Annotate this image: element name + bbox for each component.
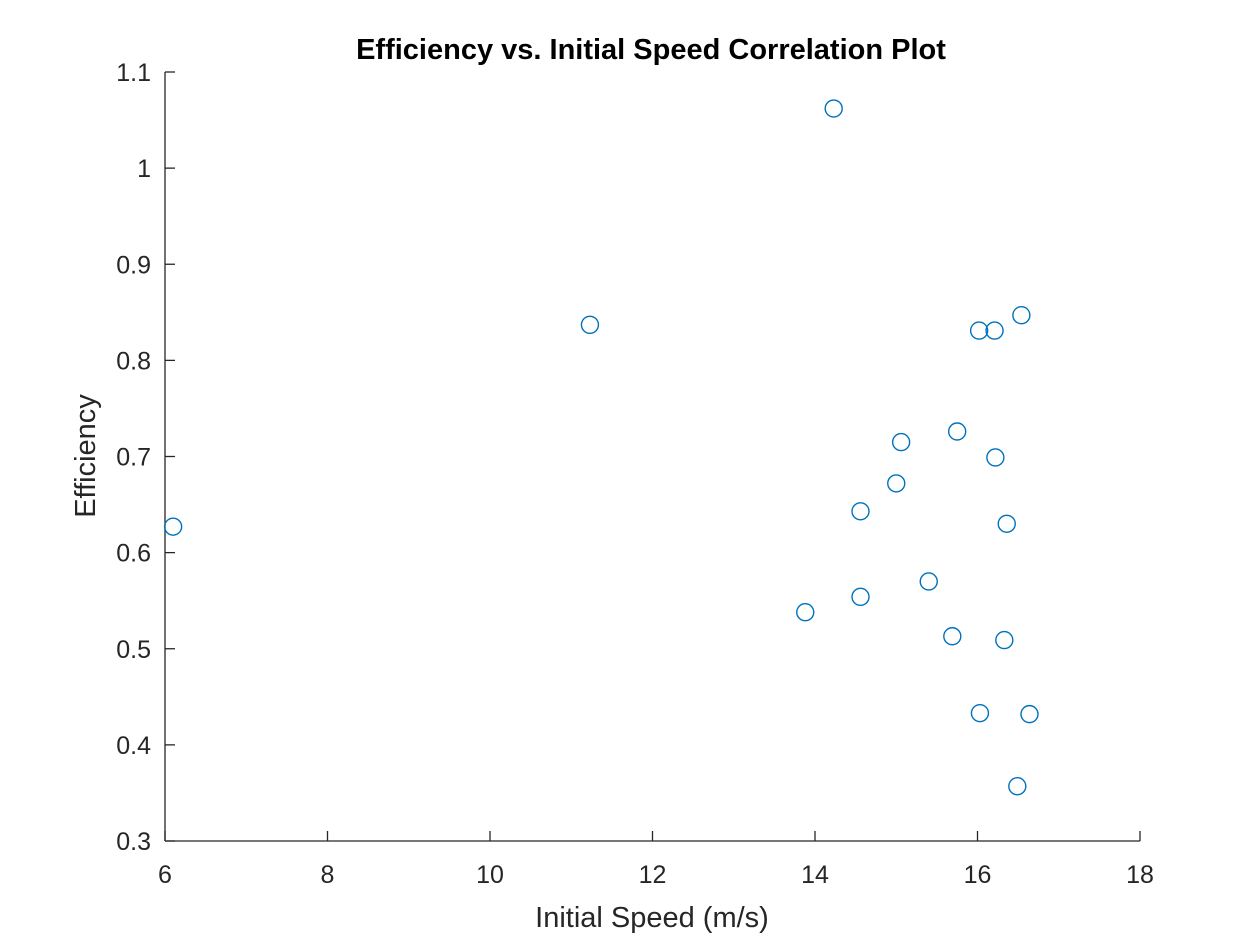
y-tick-label: 0.4 [116, 732, 151, 760]
x-tick-label: 18 [1126, 861, 1154, 889]
x-tick-label: 8 [321, 861, 335, 889]
scatter-point [887, 474, 906, 493]
scatter-point [995, 630, 1014, 650]
x-tick-label: 10 [476, 861, 504, 889]
scatter-point [997, 514, 1016, 533]
scatter-point [943, 627, 962, 646]
y-tick-label: 1 [137, 155, 151, 183]
scatter-point [824, 99, 843, 118]
scatter-point [969, 321, 989, 340]
scatter-point [985, 321, 1004, 340]
plot-axes: 6 8 10 12 14 16 18 0.3 0.4 0.5 0.6 0.7 0.8 0.9 1 1.1 [116, 59, 1154, 889]
y-tick-label: 0.5 [116, 636, 151, 664]
y-tick-label: 0.3 [116, 828, 151, 856]
scatter-point [970, 703, 990, 723]
y-tick-label: 0.7 [116, 444, 151, 472]
scatter-point [1008, 777, 1027, 796]
x-tick-label: 12 [639, 861, 667, 889]
x-tick-label: 16 [964, 861, 992, 889]
scatter-point [919, 572, 938, 591]
y-tick-label: 0.6 [116, 540, 151, 568]
scatter-point [891, 432, 911, 452]
scatter-point [163, 517, 183, 536]
scatter-point [851, 587, 870, 607]
chart-title: Efficiency vs. Initial Speed Correlation… [356, 34, 946, 66]
x-tick-label: 6 [158, 861, 172, 889]
scatter-point [851, 502, 870, 521]
data-points [163, 99, 1039, 796]
y-tick-label: 0.8 [116, 347, 151, 375]
x-tick-label: 14 [801, 861, 829, 889]
y-axis-label: Efficiency [70, 394, 102, 518]
scatter-point [1012, 305, 1031, 325]
scatter-point [947, 422, 967, 441]
scatter-point [986, 448, 1005, 467]
y-tick-label: 0.9 [116, 251, 151, 279]
scatter-point [1020, 704, 1039, 724]
scatter-point [580, 315, 600, 335]
scatter-point [796, 603, 815, 622]
y-tick-label: 1.1 [116, 59, 151, 87]
x-axis-label: Initial Speed (m/s) [535, 902, 769, 934]
